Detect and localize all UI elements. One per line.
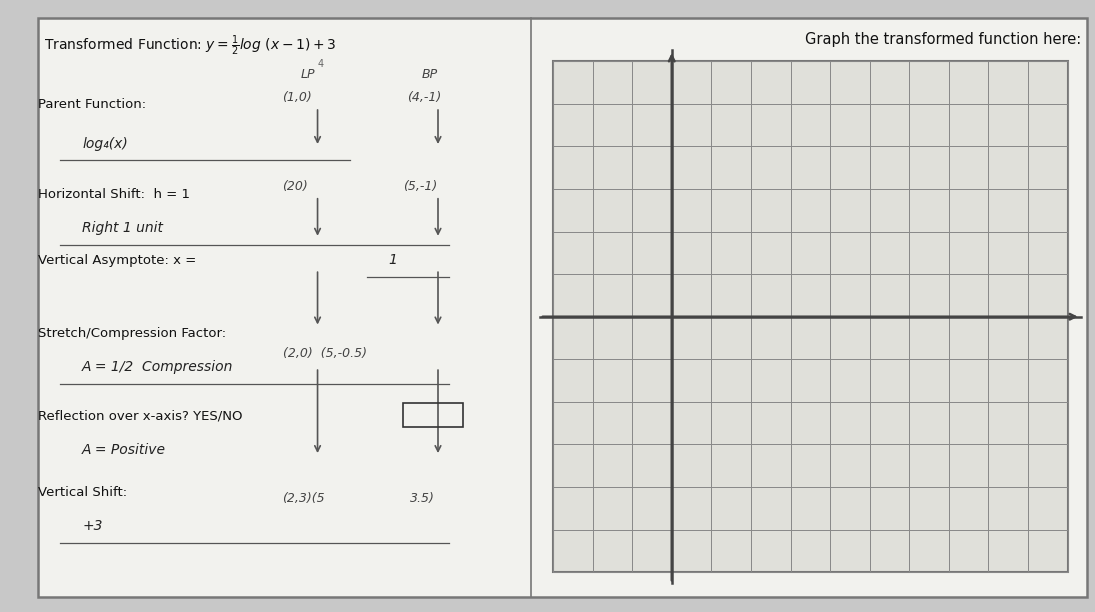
Text: Vertical Shift:: Vertical Shift: [38, 486, 127, 499]
Text: Right 1 unit: Right 1 unit [82, 221, 163, 234]
Text: A = 1/2  Compression: A = 1/2 Compression [82, 360, 233, 374]
Bar [403, 403, 463, 427]
Text: LP: LP [301, 68, 315, 81]
Text: (2,0)  (5,-0.5): (2,0) (5,-0.5) [283, 347, 367, 360]
Text: +3: +3 [82, 520, 103, 533]
Text: Graph the transformed function here:: Graph the transformed function here: [805, 32, 1081, 47]
Bar [553, 61, 1068, 572]
Text: (20): (20) [283, 179, 309, 193]
Text: (1,0): (1,0) [283, 91, 312, 105]
Text: log₄(x): log₄(x) [82, 137, 128, 151]
Text: BP: BP [422, 68, 438, 81]
Text: (4,-1): (4,-1) [407, 91, 441, 105]
Text: Horizontal Shift:  h = 1: Horizontal Shift: h = 1 [38, 188, 191, 201]
Text: (2,3)(5: (2,3)(5 [283, 492, 325, 506]
Text: 4: 4 [318, 59, 324, 69]
Text: Vertical Asymptote: x =: Vertical Asymptote: x = [38, 253, 200, 267]
Text: 1: 1 [389, 253, 397, 267]
Text: Transformed Function: $y = \frac{1}{2}log\ (x - 1) + 3$: Transformed Function: $y = \frac{1}{2}lo… [44, 34, 336, 58]
Text: Parent Function:: Parent Function: [38, 97, 147, 111]
Text: A = Positive: A = Positive [82, 443, 166, 457]
Text: Stretch/Compression Factor:: Stretch/Compression Factor: [38, 327, 227, 340]
Text: 3.5): 3.5) [410, 492, 435, 506]
Text: Reflection over x-axis? YES/NO: Reflection over x-axis? YES/NO [38, 409, 243, 423]
Text: (5,-1): (5,-1) [403, 179, 437, 193]
